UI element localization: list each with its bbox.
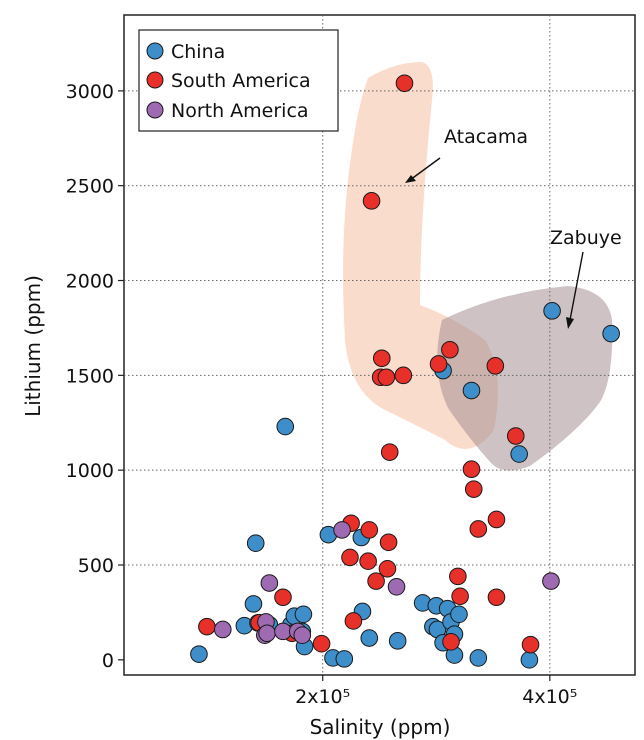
y-axis-label: Lithium (ppm) [21, 275, 45, 417]
y-tick-label: 1500 [66, 365, 114, 387]
data-point-south-america [462, 460, 481, 479]
data-point-south-america [442, 633, 460, 651]
data-point-south-america [449, 567, 467, 586]
annotation-zabuye-arrowhead [566, 317, 574, 329]
data-point-china [543, 302, 561, 320]
data-point-south-america [486, 357, 505, 375]
data-point-china [294, 605, 313, 624]
x-axis-label: Salinity (ppm) [310, 715, 451, 739]
data-point-south-america [198, 617, 216, 636]
data-point-south-america [380, 443, 399, 461]
y-tick-label: 1000 [66, 460, 114, 482]
data-point-north-america [260, 574, 279, 592]
data-point-south-america [378, 559, 397, 578]
legend: China South America North America [138, 29, 339, 132]
data-point-china [450, 605, 468, 624]
data-point-china [510, 445, 528, 463]
y-tick-label: 0 [102, 650, 114, 672]
y-tick-label: 2500 [66, 176, 114, 198]
data-point-south-america [451, 587, 469, 606]
legend-box [138, 29, 339, 132]
data-point-south-america [341, 548, 359, 567]
plot-frame [123, 14, 636, 676]
data-point-south-america [372, 349, 391, 368]
data-point-china [462, 381, 481, 400]
data-point-china [335, 650, 354, 668]
data-point-south-america [506, 427, 525, 445]
annotation-atacama-arrow [409, 157, 441, 181]
annotation-atacama: Atacama [444, 126, 528, 148]
data-point-china [520, 651, 539, 669]
data-point-north-america [387, 578, 406, 596]
data-point-south-america [362, 192, 381, 210]
legend-marker-china [146, 42, 164, 60]
data-point-south-america [464, 480, 483, 498]
y-tick-label: 500 [78, 555, 114, 577]
data-point-south-america [312, 634, 331, 653]
x-tick-label: 2x10⁵ [295, 686, 350, 708]
annotation-zabuye: Zabuye [550, 227, 622, 249]
data-point-south-america [394, 366, 413, 385]
points-layer [190, 74, 620, 669]
data-point-north-america [258, 624, 276, 643]
zabuye-region [437, 286, 613, 471]
data-point-china [602, 324, 620, 343]
data-point-south-america [359, 552, 377, 571]
legend-label-south-america: South America [171, 70, 311, 92]
data-point-china [190, 645, 208, 663]
data-point-south-america [344, 612, 363, 630]
y-tick-label: 2000 [66, 271, 114, 293]
data-point-south-america [487, 588, 506, 607]
legend-marker-south-america [146, 71, 164, 89]
annotation-zabuye-arrow [569, 251, 584, 321]
data-point-south-america [367, 572, 385, 590]
data-point-north-america [274, 622, 292, 641]
legend-marker-north-america [146, 101, 164, 119]
data-point-china [244, 595, 263, 613]
x-tick-label: 4x10⁵ [522, 686, 577, 708]
data-point-south-america [377, 368, 396, 387]
data-point-north-america [293, 626, 312, 644]
data-point-north-america [542, 572, 560, 590]
data-point-south-america [395, 74, 414, 93]
data-point-china [360, 629, 379, 647]
data-point-south-america [360, 521, 379, 539]
data-point-south-america [521, 635, 540, 654]
data-point-south-america [469, 520, 488, 538]
data-point-china [469, 649, 488, 667]
y-tick-label: 3000 [66, 81, 114, 103]
data-point-south-america [487, 510, 506, 529]
data-point-south-america [429, 355, 448, 373]
data-point-china [276, 417, 295, 436]
legend-label-china: China [171, 41, 225, 63]
data-point-china [246, 534, 265, 552]
data-point-north-america [213, 620, 232, 639]
data-point-south-america [441, 340, 459, 359]
data-point-china [388, 632, 407, 650]
tick-layer: 0 500 1000 1500 2000 2500 3000 2x10⁵ 4x10⁵ [66, 81, 578, 708]
data-point-south-america [274, 588, 292, 607]
annotation-atacama-arrowhead [405, 175, 416, 183]
data-point-north-america [333, 521, 351, 539]
data-point-south-america [379, 533, 398, 552]
legend-label-north-america: North America [171, 100, 309, 122]
